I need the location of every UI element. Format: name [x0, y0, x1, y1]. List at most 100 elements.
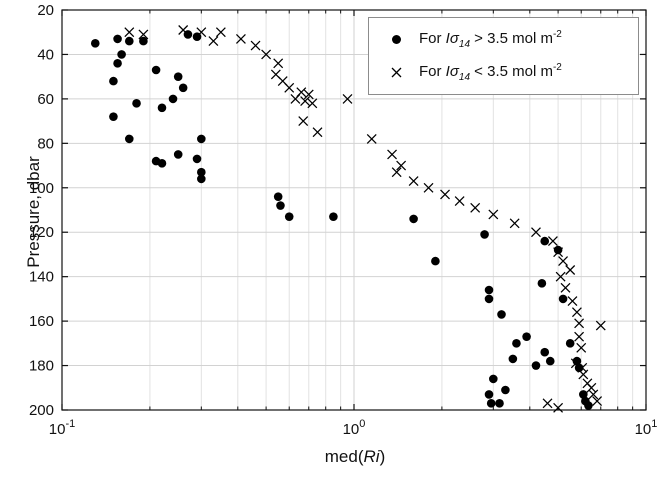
data-point-circle — [584, 401, 593, 410]
legend-text-sub: 14 — [458, 39, 471, 51]
y-tick-label: 100 — [29, 180, 54, 197]
data-point-circle — [197, 167, 206, 177]
data-point-cross — [560, 282, 571, 293]
y-tick-label: 40 — [37, 46, 54, 63]
data-point-cross — [366, 133, 377, 144]
data-point-cross — [509, 218, 520, 229]
data-point-cross — [273, 58, 284, 69]
data-point-circle — [124, 36, 134, 46]
data-point-circle — [431, 256, 440, 266]
data-point-cross — [408, 176, 419, 187]
data-point-cross — [578, 369, 589, 380]
data-point-cross — [391, 167, 402, 178]
data-point-circle — [572, 356, 582, 366]
y-tick-label: 120 — [29, 224, 54, 241]
legend-text-sup: -2 — [552, 29, 562, 41]
data-point-circle — [480, 230, 489, 239]
y-tick-label: 180 — [29, 358, 54, 375]
x-axis-label: med(Ri) — [210, 447, 500, 467]
data-point-circle — [522, 332, 531, 341]
data-point-cross — [423, 182, 434, 193]
data-point-circle — [579, 390, 588, 399]
legend-text-var: Iσ — [445, 62, 459, 80]
data-point-cross — [250, 40, 261, 51]
data-point-circle — [157, 103, 167, 113]
data-point-cross — [300, 96, 311, 107]
cross-marker-icon — [385, 66, 407, 79]
data-point-circle — [151, 65, 161, 75]
data-point-cross — [396, 160, 407, 171]
legend-entry-circles: For Iσ14 > 3.5 mol m-2 — [369, 29, 638, 50]
legend-text-var: Iσ — [445, 30, 459, 48]
data-point-cross — [574, 318, 585, 329]
data-point-cross — [567, 296, 578, 307]
data-point-cross — [570, 358, 581, 369]
legend-text-mid: < 3.5 mol m — [470, 62, 553, 80]
data-point-cross — [588, 389, 599, 400]
data-point-cross — [215, 27, 226, 38]
data-point-cross — [261, 49, 272, 60]
data-point-circle — [558, 294, 568, 304]
data-point-circle — [545, 356, 555, 366]
legend-label: For Iσ14 > 3.5 mol m-2 — [419, 29, 562, 50]
data-point-cross — [298, 116, 309, 127]
data-point-circle — [197, 174, 206, 184]
y-tick-label: 80 — [37, 135, 54, 152]
data-point-cross — [547, 236, 558, 247]
filled-circle-marker-icon — [385, 35, 407, 45]
data-point-circle — [276, 201, 285, 210]
data-point-circle — [484, 285, 494, 295]
legend-text-sup: -2 — [552, 61, 562, 73]
data-point-cross — [196, 27, 207, 38]
data-point-circle — [540, 347, 550, 357]
data-point-cross — [592, 396, 603, 407]
y-tick-label: 160 — [29, 313, 54, 330]
data-point-cross — [235, 33, 246, 44]
data-point-circle — [124, 134, 134, 144]
x-axis-label-post: ) — [379, 447, 386, 466]
data-point-circle — [192, 154, 202, 164]
legend-text-pre: For — [419, 62, 446, 80]
data-point-cross — [124, 27, 135, 38]
data-point-cross — [558, 256, 569, 267]
y-tick-label: 20 — [37, 2, 54, 19]
data-point-circle — [512, 339, 521, 348]
data-point-cross — [571, 307, 582, 318]
data-point-circle — [553, 245, 563, 255]
legend-entry-crosses: For Iσ14 < 3.5 mol m-2 — [369, 62, 638, 83]
data-point-circle — [173, 150, 183, 159]
data-point-circle — [168, 94, 178, 104]
data-point-circle — [574, 363, 584, 373]
data-point-circle — [178, 83, 188, 93]
data-point-circle — [273, 192, 283, 201]
data-point-circle — [139, 36, 148, 46]
data-point-cross — [574, 331, 585, 342]
data-point-cross — [312, 127, 323, 138]
data-point-cross — [565, 265, 576, 275]
data-point-cross — [307, 98, 318, 109]
data-point-cross — [488, 209, 499, 220]
y-tick-label: 200 — [29, 402, 54, 419]
data-point-cross — [440, 189, 450, 200]
y-tick-label: 140 — [29, 269, 54, 286]
legend-text-sub: 14 — [458, 71, 471, 83]
data-point-circle — [90, 39, 100, 48]
data-point-cross — [531, 227, 541, 238]
data-point-circle — [157, 159, 167, 168]
y-tick-label: 60 — [37, 91, 54, 108]
x-axis-label-pre: med( — [324, 447, 364, 466]
data-point-circle — [329, 212, 338, 221]
data-point-cross — [208, 36, 219, 47]
data-point-circle — [495, 399, 504, 408]
data-point-circle — [409, 214, 418, 224]
data-point-cross — [576, 342, 587, 353]
data-point-circle — [117, 50, 126, 59]
data-point-circle — [132, 99, 141, 108]
data-point-cross — [454, 196, 465, 207]
data-point-cross — [586, 382, 597, 393]
data-point-circle — [173, 72, 183, 81]
data-point-circle — [531, 361, 541, 370]
legend-label: For Iσ14 < 3.5 mol m-2 — [419, 62, 562, 83]
data-point-circle — [501, 385, 510, 395]
